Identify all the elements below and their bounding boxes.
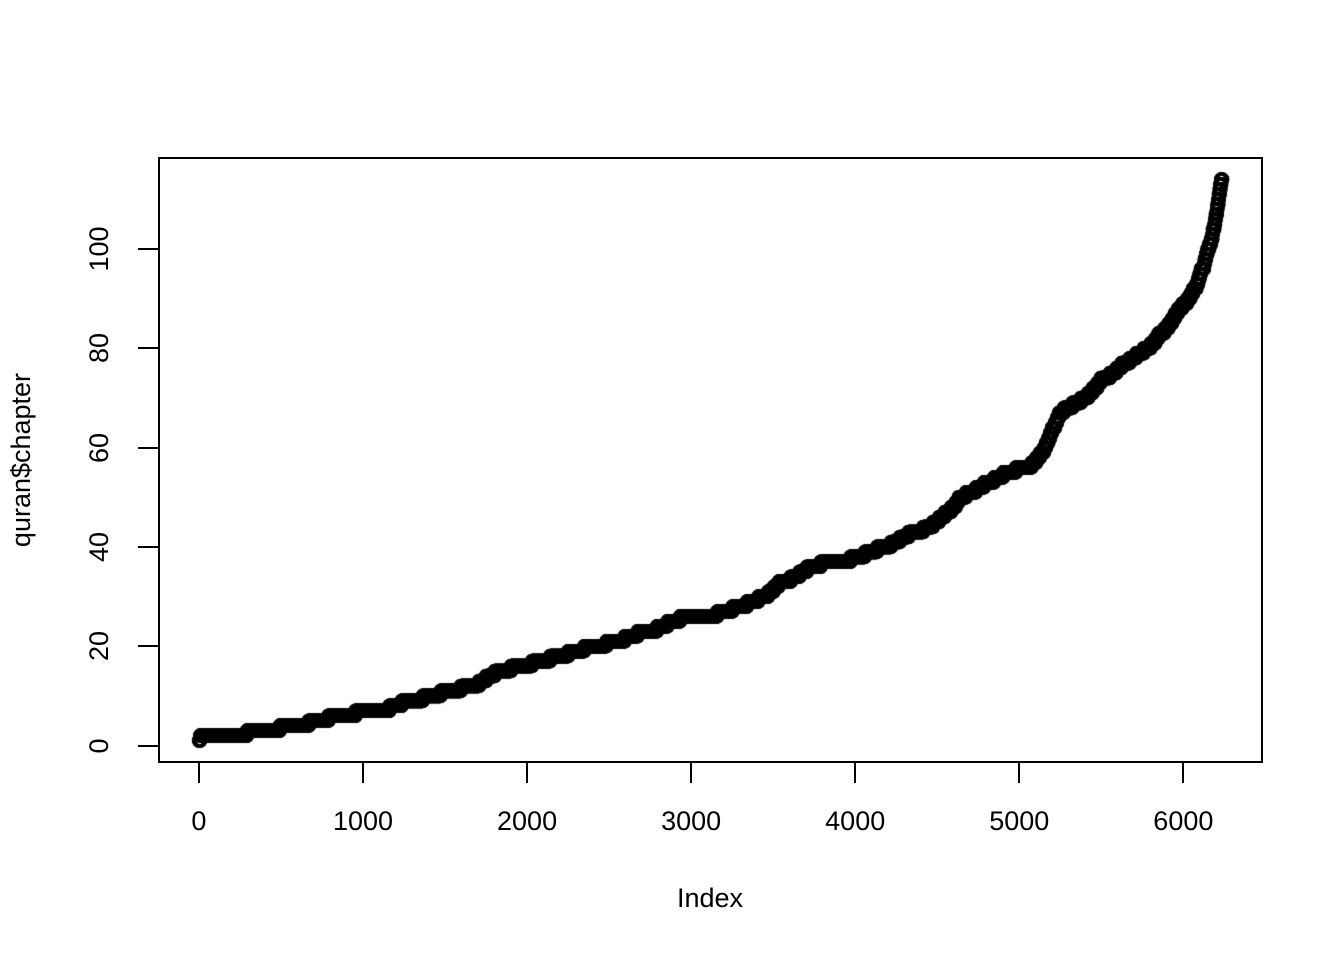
x-axis-title: Index <box>676 883 744 913</box>
x-tick-mark <box>526 763 529 783</box>
y-tick-mark <box>138 645 158 648</box>
x-tick-label: 4000 <box>825 806 886 836</box>
y-tick-mark <box>138 545 158 548</box>
y-tick-mark <box>138 347 158 350</box>
x-tick-label: 2000 <box>497 806 558 836</box>
x-tick-mark <box>1018 763 1021 783</box>
x-tick-label: 0 <box>191 806 207 836</box>
x-tick-label: 5000 <box>989 806 1050 836</box>
x-tick-mark <box>690 763 693 783</box>
plot-border-box <box>158 157 1263 763</box>
x-tick-label: 6000 <box>1153 806 1214 836</box>
x-tick-mark <box>197 763 200 783</box>
x-tick-label: 3000 <box>661 806 722 836</box>
x-tick-mark <box>854 763 857 783</box>
y-tick-mark <box>138 247 158 250</box>
y-tick-label: 100 <box>84 226 114 272</box>
x-tick-label: 1000 <box>332 806 394 836</box>
y-axis-title: quran$chapter <box>6 372 36 548</box>
x-tick-mark <box>361 763 364 783</box>
y-tick-mark <box>138 744 158 747</box>
y-tick-mark <box>138 446 158 449</box>
x-tick-mark <box>1182 763 1185 783</box>
